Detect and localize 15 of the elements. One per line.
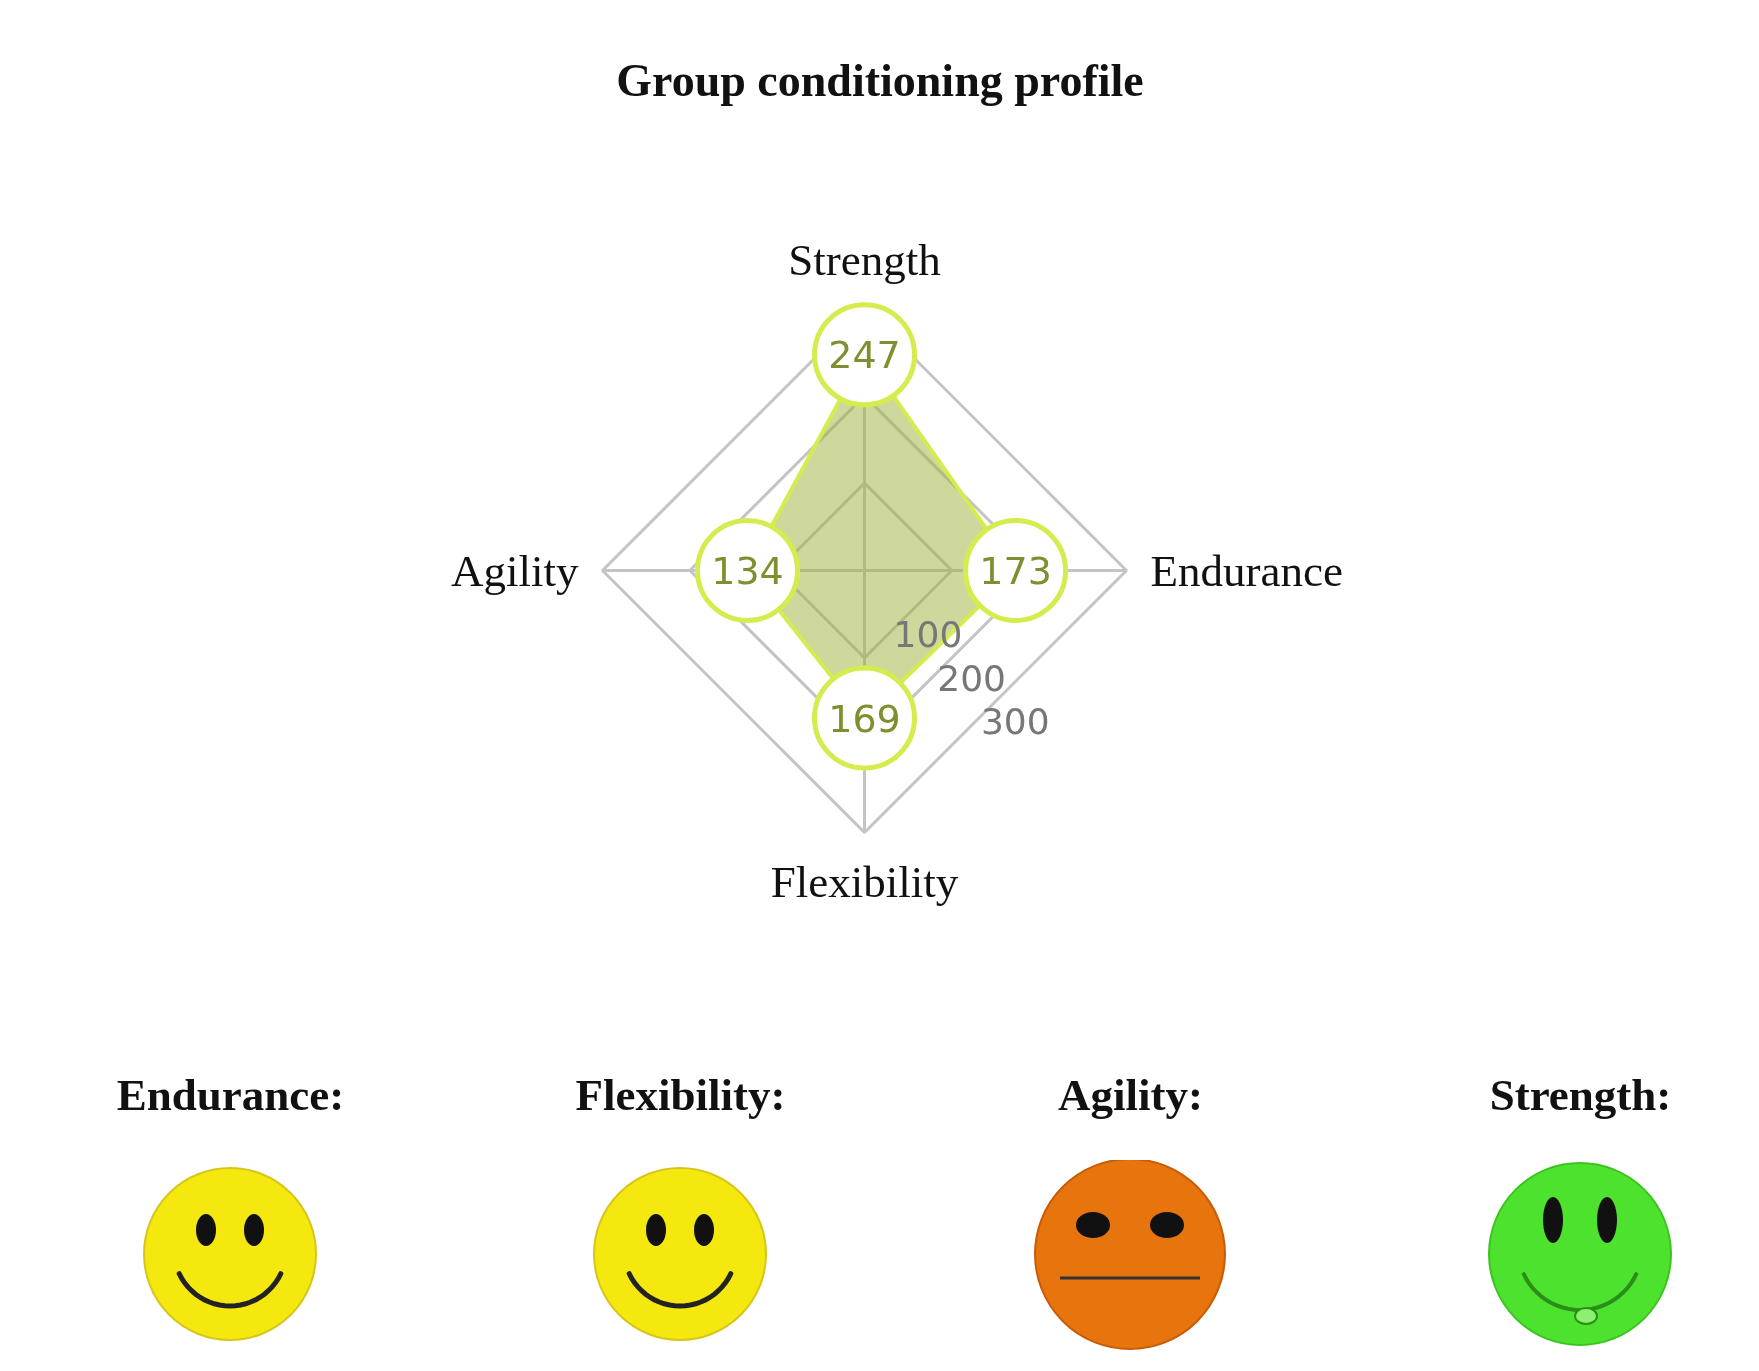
spoke-label: Endurance bbox=[1150, 545, 1343, 596]
chart-title: Group conditioning profile bbox=[616, 54, 1144, 106]
spoke-label: Flexibility bbox=[770, 856, 959, 907]
y-tick-label: 200 bbox=[937, 657, 1006, 699]
data-label: 173 bbox=[979, 549, 1052, 593]
text: Strength: bbox=[1489, 1069, 1672, 1120]
data-label: 134 bbox=[711, 549, 784, 593]
spoke-label: Agility bbox=[450, 545, 579, 596]
data-label: 169 bbox=[828, 696, 901, 741]
text: Endurance: bbox=[116, 1069, 345, 1120]
text: Flexibility: bbox=[575, 1069, 786, 1120]
data-label: 247 bbox=[828, 333, 901, 378]
text: Agility: bbox=[1058, 1069, 1203, 1120]
spoke-label: Strength bbox=[788, 234, 941, 285]
y-tick-label: 300 bbox=[980, 701, 1050, 743]
